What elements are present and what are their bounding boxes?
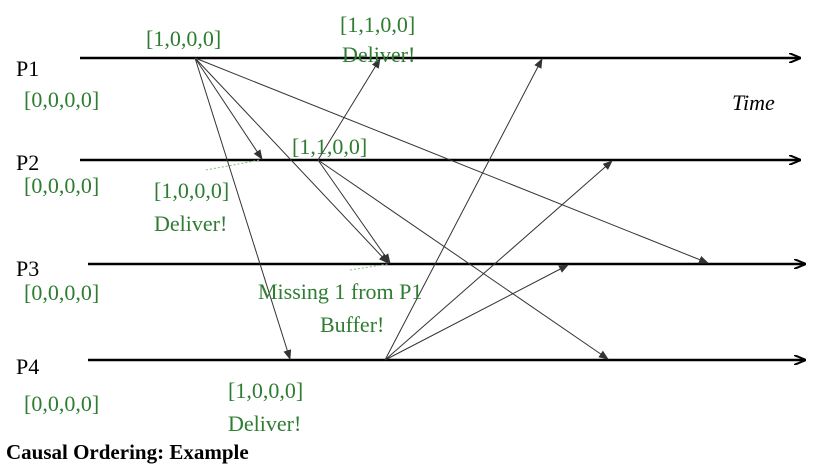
p1-send-vector: [1,0,0,0]: [146, 26, 221, 51]
msg-p4-to-p1: [384, 58, 543, 361]
p1-deliver-note: Deliver!: [342, 42, 415, 67]
initial-vector-p4: [0,0,0,0]: [24, 391, 99, 416]
p1-deliver-vector: [1,1,0,0]: [340, 12, 415, 37]
p2-send-vector: [1,1,0,0]: [292, 134, 367, 159]
msg-p1-to-p4: [194, 57, 292, 360]
callout-connector-p2: [205, 159, 261, 171]
msg-p4-to-p3: [384, 264, 569, 361]
msg-p2-to-p1: [317, 58, 381, 161]
process-label-p3: P3: [16, 256, 39, 281]
time-axis-label: Time: [732, 90, 775, 115]
initial-vector-p3: [0,0,0,0]: [24, 280, 99, 305]
p3-buffer-note: Buffer!: [320, 312, 384, 337]
process-label-p2: P2: [16, 150, 39, 175]
p3-missing-note: Missing 1 from P1: [258, 279, 422, 304]
callout-connector-p3: [349, 263, 389, 271]
process-label-p4: P4: [16, 354, 39, 379]
initial-vector-p2: [0,0,0,0]: [24, 173, 99, 198]
msg-p1-to-p2: [194, 57, 263, 160]
msg-p2-to-p4: [317, 159, 609, 360]
slide-title: Causal Ordering: Example: [6, 440, 249, 464]
p4-deliver-note: Deliver!: [228, 411, 301, 436]
process-label-p1: P1: [16, 56, 39, 81]
msg-p2-to-p3: [317, 159, 391, 264]
initial-vector-p1: [0,0,0,0]: [24, 87, 99, 112]
p2-deliver-note: Deliver!: [154, 211, 227, 236]
msg-p1-to-p3: [194, 57, 389, 264]
msg-p1-to-p3-late: [194, 57, 709, 264]
p4-deliver-vector: [1,0,0,0]: [228, 378, 303, 403]
p2-deliver-vector: [1,0,0,0]: [154, 178, 229, 203]
msg-p4-to-p2: [384, 160, 613, 361]
